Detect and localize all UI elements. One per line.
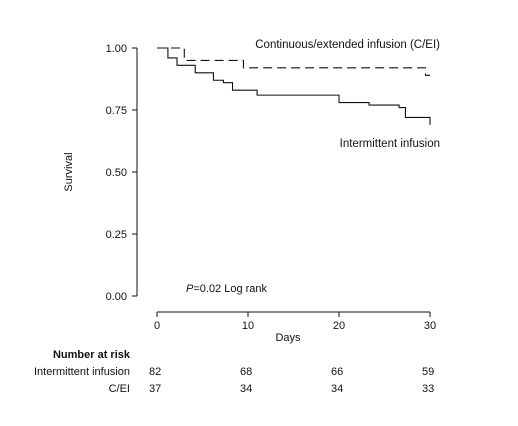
x-ticks: 0 10 20 30	[154, 312, 436, 332]
risk-value: 33	[422, 383, 434, 395]
y-axis-label: Survival	[63, 152, 75, 191]
risk-value: 68	[240, 366, 252, 378]
legend-label-cei: Continuous/extended infusion (C/EI)	[255, 39, 440, 51]
risk-value: 34	[331, 383, 343, 395]
log-rank-annotation: P=0.02 Log rank	[186, 283, 268, 295]
risk-value: 34	[240, 383, 252, 395]
intermittent-survival-curve	[157, 47, 431, 125]
p-symbol: P	[186, 283, 194, 295]
risk-table: Number at risk Intermittent infusion C/E…	[34, 349, 434, 395]
y-tick-label: 0.00	[106, 291, 127, 303]
axes: 0.00 0.25 0.50 0.75 1.00 0 10 20 30	[106, 43, 437, 332]
risk-table-header: Number at risk	[53, 349, 131, 361]
legend-label-intermittent: Intermittent infusion	[340, 138, 440, 150]
risk-row-label-cei: C/EI	[109, 383, 130, 395]
x-axis-label: Days	[275, 332, 301, 344]
p-value-text: =0.02 Log rank	[193, 283, 267, 295]
x-tick-label: 0	[154, 320, 160, 332]
y-tick-label: 0.25	[106, 229, 127, 241]
risk-row-label-intermittent: Intermittent infusion	[34, 366, 130, 378]
x-tick-label: 30	[424, 320, 436, 332]
risk-value: 37	[149, 383, 161, 395]
x-tick-label: 20	[333, 320, 345, 332]
y-ticks: 0.00 0.25 0.50 0.75 1.00	[106, 43, 137, 303]
cei-survival-curve	[157, 47, 430, 76]
y-tick-label: 0.75	[106, 105, 127, 117]
curves	[157, 47, 431, 125]
y-tick-label: 1.00	[106, 43, 127, 55]
x-tick-label: 10	[242, 320, 254, 332]
risk-value: 59	[422, 366, 434, 378]
y-tick-label: 0.50	[106, 167, 127, 179]
risk-value: 82	[149, 366, 161, 378]
risk-values: 82 68 66 59 37 34 34 33	[149, 366, 434, 395]
risk-value: 66	[331, 366, 343, 378]
